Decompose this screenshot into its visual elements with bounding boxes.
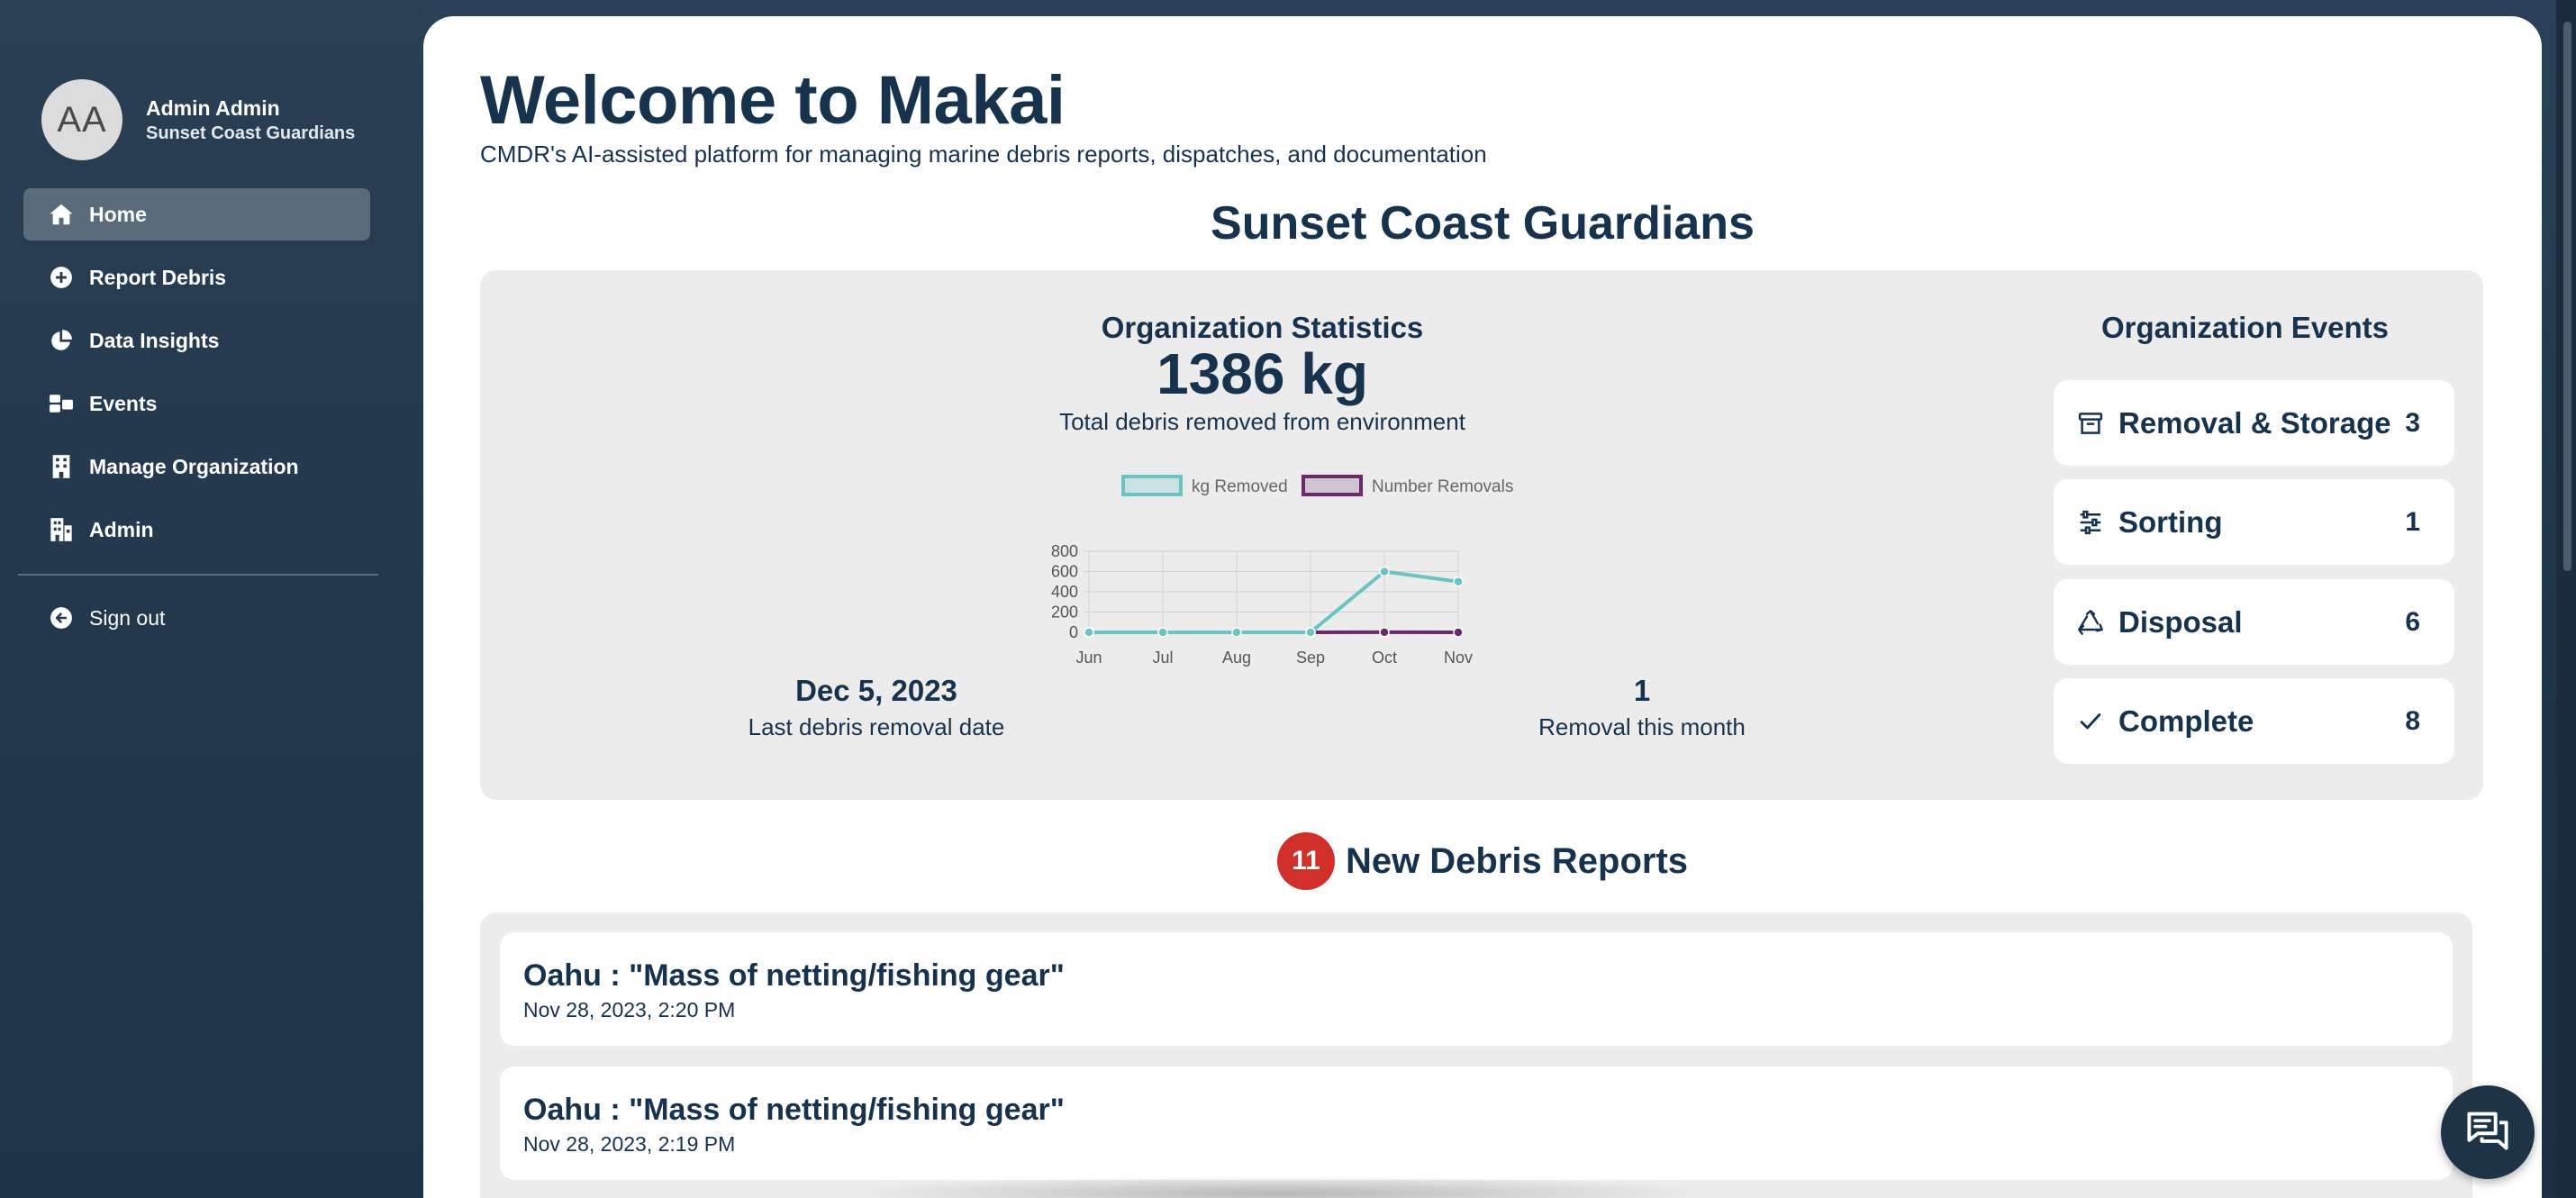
checkmark-icon bbox=[2075, 706, 2106, 737]
recycle-icon bbox=[2075, 607, 2106, 638]
event-label: Sorting bbox=[2118, 504, 2223, 539]
chat-icon bbox=[2464, 1107, 2511, 1158]
x-tick-label: Jul bbox=[1152, 649, 1173, 667]
building-icon bbox=[48, 453, 75, 480]
event-label: Removal & Storage bbox=[2118, 405, 2391, 440]
last-removal-date: Dec 5, 2023 bbox=[795, 674, 957, 707]
sidebar-item-report-debris[interactable]: Report Debris bbox=[23, 251, 370, 304]
event-label: Disposal bbox=[2118, 604, 2243, 639]
user-profile: AA Admin Admin Sunset Coast Guardians bbox=[41, 79, 355, 160]
reports-list: Oahu : "Mass of netting/fishing gear" No… bbox=[480, 912, 2472, 1198]
avatar[interactable]: AA bbox=[41, 79, 122, 160]
event-card-removal-storage[interactable]: Removal & Storage 3 bbox=[2054, 380, 2454, 466]
sidebar: AA Admin Admin Sunset Coast Guardians Ho… bbox=[0, 0, 423, 1198]
legend-swatch bbox=[1121, 475, 1183, 496]
sidebar-item-label: Data Insights bbox=[89, 328, 220, 352]
pie-chart-icon bbox=[48, 327, 75, 354]
data-point bbox=[1379, 566, 1390, 577]
data-point bbox=[1379, 627, 1390, 638]
reports-title: New Debris Reports bbox=[1345, 840, 1689, 881]
sidebar-item-data-insights[interactable]: Data Insights bbox=[23, 314, 370, 367]
report-item[interactable]: Oahu : "Mass of netting/fishing gear" No… bbox=[500, 932, 2453, 1046]
sidebar-item-label: Admin bbox=[89, 517, 154, 541]
sign-out-button[interactable]: Sign out bbox=[23, 592, 370, 644]
user-name: Admin Admin bbox=[146, 96, 280, 120]
y-tick-label: 400 bbox=[1051, 583, 1078, 601]
organization-stats-card: Organization Statistics 1386 kg Total de… bbox=[480, 270, 2483, 800]
x-tick-label: Aug bbox=[1222, 649, 1251, 667]
sidebar-nav: Home Report Debris Data Insights Events … bbox=[23, 188, 370, 567]
event-count: 6 bbox=[2405, 606, 2420, 637]
y-tick-label: 200 bbox=[1051, 604, 1078, 622]
event-card-complete[interactable]: Complete 8 bbox=[2054, 678, 2454, 764]
sidebar-item-label: Manage Organization bbox=[89, 454, 299, 478]
event-count: 3 bbox=[2405, 407, 2420, 438]
sidebar-item-label: Events bbox=[89, 391, 158, 415]
sidebar-item-admin[interactable]: Admin bbox=[23, 504, 370, 556]
sidebar-item-label: Home bbox=[89, 202, 147, 226]
new-reports-heading: 11 New Debris Reports bbox=[423, 832, 2542, 890]
page-title: Welcome to Makai bbox=[480, 62, 1066, 139]
sliders-icon bbox=[2075, 507, 2106, 538]
floating-popup-shadow bbox=[838, 1175, 1720, 1198]
data-point bbox=[1084, 627, 1094, 638]
sidebar-divider bbox=[18, 574, 378, 576]
reports-count-badge: 11 bbox=[1276, 832, 1335, 890]
report-item[interactable]: Oahu : "Mass of netting/fishing gear" No… bbox=[500, 1066, 2453, 1180]
report-date: Nov 28, 2023, 2:19 PM bbox=[523, 1132, 736, 1156]
data-point bbox=[1305, 627, 1316, 638]
stats-title: Organization Statistics bbox=[1101, 311, 1424, 344]
report-date: Nov 28, 2023, 2:20 PM bbox=[523, 998, 736, 1021]
plus-circle-icon bbox=[48, 264, 75, 291]
event-label: Complete bbox=[2118, 703, 2254, 738]
sidebar-item-manage-organization[interactable]: Manage Organization bbox=[23, 440, 370, 493]
data-point bbox=[1453, 627, 1464, 638]
x-tick-label: Sep bbox=[1296, 649, 1325, 667]
last-removal-label: Last debris removal date bbox=[748, 713, 1005, 740]
y-tick-label: 600 bbox=[1051, 563, 1078, 581]
data-point bbox=[1453, 576, 1464, 587]
sidebar-item-events[interactable]: Events bbox=[23, 377, 370, 430]
removals-this-month-label: Removal this month bbox=[1538, 713, 1746, 740]
home-icon bbox=[48, 201, 75, 228]
organization-heading: Sunset Coast Guardians bbox=[1211, 197, 1755, 250]
event-count: 8 bbox=[2405, 705, 2420, 736]
sidebar-item-label: Report Debris bbox=[89, 265, 227, 289]
legend-label: Number Removals bbox=[1372, 477, 1513, 496]
event-card-disposal[interactable]: Disposal 6 bbox=[2054, 579, 2454, 665]
sign-out-icon bbox=[48, 604, 75, 631]
event-card-sorting[interactable]: Sorting 1 bbox=[2054, 479, 2454, 565]
x-tick-label: Jun bbox=[1075, 649, 1102, 667]
event-count: 1 bbox=[2405, 506, 2420, 537]
x-tick-label: Oct bbox=[1372, 649, 1397, 667]
scrollbar-thumb[interactable] bbox=[2563, 22, 2571, 571]
sign-out-label: Sign out bbox=[89, 605, 166, 630]
y-tick-label: 0 bbox=[1069, 623, 1078, 641]
legend-swatch bbox=[1302, 475, 1363, 496]
legend-label: kg Removed bbox=[1192, 477, 1288, 496]
x-tick-label: Nov bbox=[1444, 649, 1473, 667]
user-org: Sunset Coast Guardians bbox=[146, 123, 356, 143]
total-kg-value: 1386 kg bbox=[1156, 341, 1368, 406]
data-point bbox=[1157, 627, 1168, 638]
report-title: Oahu : "Mass of netting/fishing gear" bbox=[523, 958, 1065, 993]
events-title: Organization Events bbox=[2100, 311, 2390, 344]
archive-box-icon bbox=[2075, 408, 2106, 439]
report-title: Oahu : "Mass of netting/fishing gear" bbox=[523, 1093, 1065, 1127]
events-icon bbox=[48, 390, 75, 417]
total-kg-label: Total debris removed from environment bbox=[1059, 408, 1465, 435]
debris-chart: 0 200 400 600 800 Jun Jul Aug Sep Oct Nov kg Remove… bbox=[1011, 467, 1525, 683]
admin-building-icon bbox=[48, 516, 75, 543]
removals-this-month-value: 1 bbox=[1633, 674, 1651, 707]
sidebar-item-home[interactable]: Home bbox=[23, 188, 370, 241]
series-line bbox=[1089, 569, 1459, 634]
chat-button[interactable] bbox=[2441, 1085, 2535, 1179]
page-subtitle: CMDR's AI-assisted platform for managing… bbox=[480, 141, 1487, 168]
y-tick-label: 800 bbox=[1051, 542, 1078, 560]
main-panel: Welcome to Makai CMDR's AI-assisted plat… bbox=[423, 16, 2542, 1198]
data-point bbox=[1231, 627, 1242, 638]
